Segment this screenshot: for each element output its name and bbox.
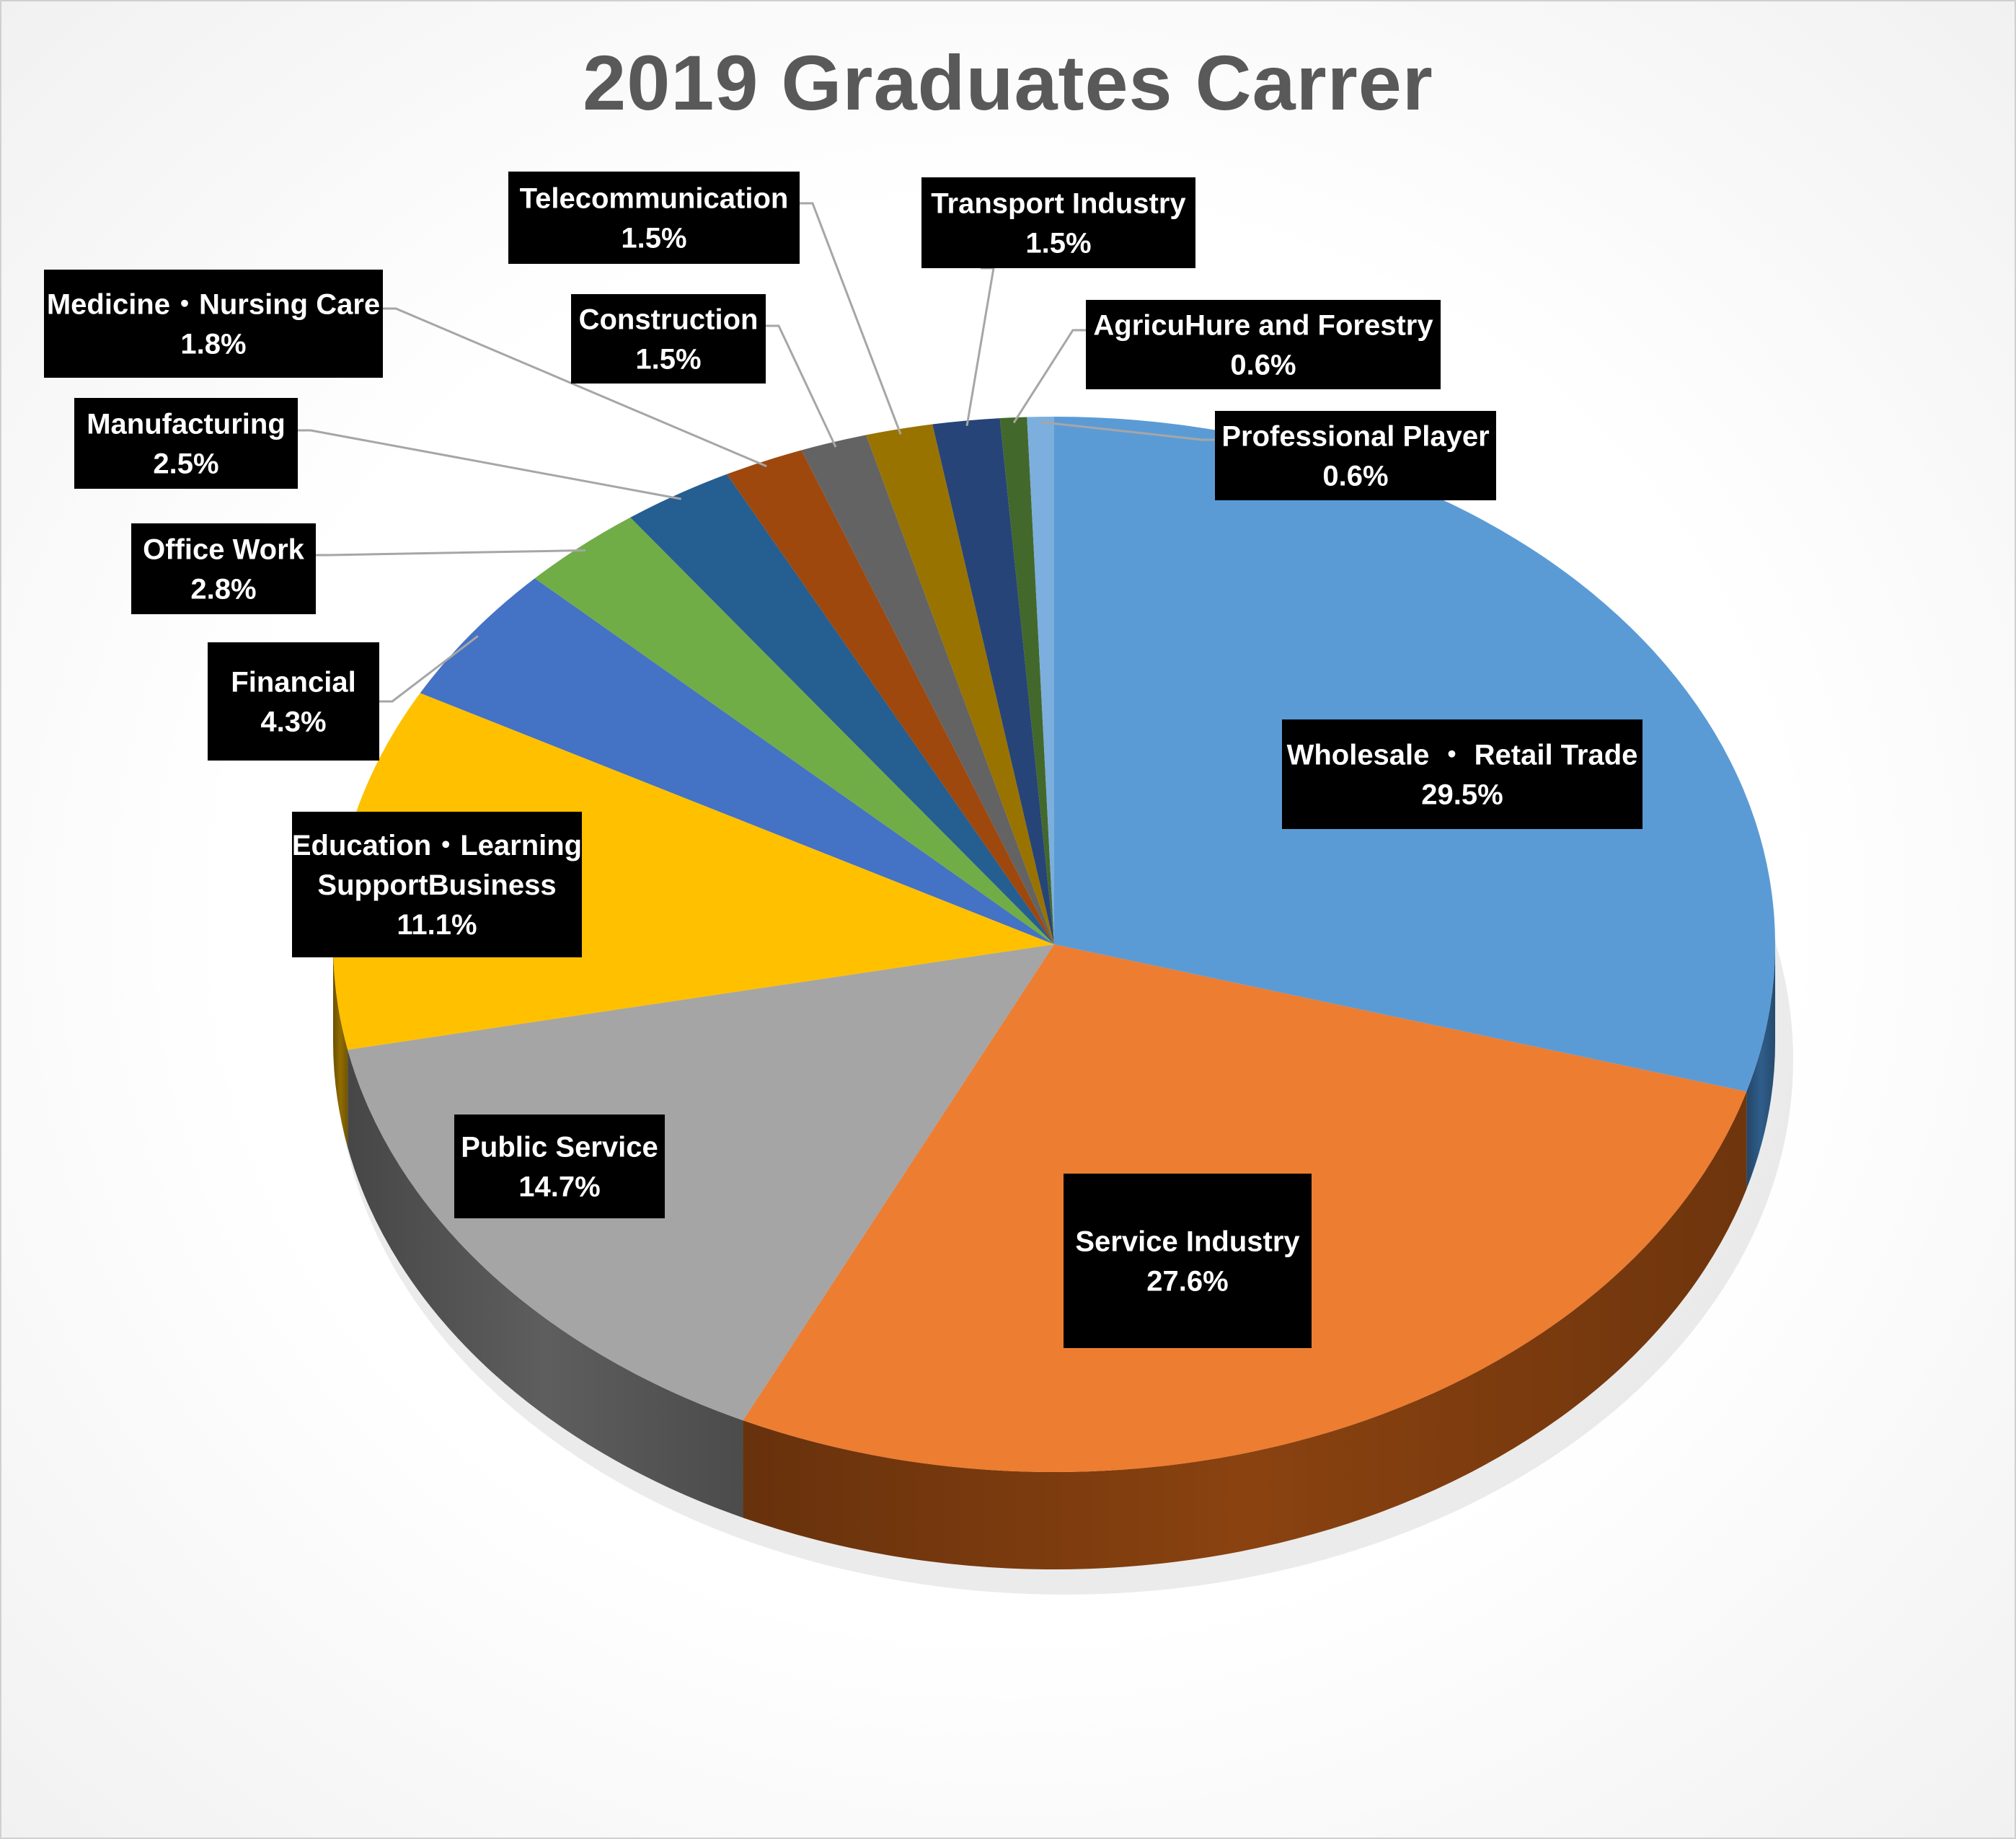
pie-slice-education-learning-supportbusiness — [333, 693, 1054, 1050]
data-label-professional-player: Professional Player 0.6% — [1215, 411, 1496, 500]
data-label-name: Office Work — [143, 533, 305, 565]
chart-title: 2019 Graduates Carrer — [583, 39, 1433, 126]
data-label-name: SupportBusiness — [317, 869, 556, 901]
data-label-name: Education・Learning — [292, 830, 582, 861]
data-label-box — [131, 523, 316, 614]
data-label-box — [1086, 300, 1441, 389]
data-label-box — [508, 172, 800, 264]
data-label-public-service: Public Service 14.7% — [454, 1115, 665, 1218]
pie-side-shade-service-industry — [743, 1091, 1747, 1569]
data-label-name: Professional Player — [1221, 420, 1489, 452]
data-label-name: Construction — [579, 303, 759, 335]
leader-line-manufacturing — [298, 429, 681, 500]
data-label-value: 29.5% — [1421, 779, 1503, 811]
data-label-name: Service Industry — [1075, 1226, 1300, 1257]
pie-slice-transport-industry — [932, 418, 1054, 944]
data-label-name: Transport Industry — [931, 187, 1186, 219]
pie-slice-manufacturing — [630, 474, 1054, 944]
data-label-value: 1.8% — [180, 329, 246, 360]
data-label-box — [44, 270, 383, 378]
data-label-name: Manufacturing — [87, 408, 286, 440]
leader-line-transport-industry — [965, 267, 995, 427]
leader-line-office-work — [316, 549, 586, 557]
pie-slice-office-work — [534, 517, 1054, 944]
leader-lines — [298, 202, 1215, 703]
data-label-name: Medicine・Nursing Care — [47, 288, 380, 320]
data-label-box — [1215, 411, 1496, 500]
data-label-name: Telecommunication — [520, 182, 789, 214]
leader-line-financial — [379, 635, 479, 703]
pie-slice-agricuhure-and-forestry — [999, 417, 1054, 944]
data-label-value: 27.6% — [1146, 1266, 1228, 1298]
data-label-box — [1282, 719, 1643, 829]
pie-slice-medicine-nursing-care — [727, 450, 1054, 944]
data-label-value: 1.5% — [621, 223, 686, 254]
data-label-name: Public Service — [461, 1131, 658, 1163]
data-label-box — [74, 398, 298, 489]
pie-side-shade-wholesale-retail-trade — [1746, 944, 1775, 1189]
data-label-box — [571, 294, 766, 384]
data-label-name: AgricuHure and Forestry — [1093, 309, 1433, 341]
data-label-box — [292, 812, 582, 957]
data-label-construction: Construction 1.5% — [571, 294, 766, 384]
data-label-transport-industry: Transport Industry 1.5% — [921, 177, 1195, 268]
data-label-value: 0.6% — [1230, 350, 1296, 381]
data-label-box — [921, 177, 1195, 268]
pie-side-shade-education-learning-supportbusiness — [333, 944, 348, 1148]
data-label-service-industry: Service Industry 27.6% — [1064, 1174, 1312, 1348]
data-label-value: 4.3% — [260, 706, 326, 738]
pie-slice-public-service — [348, 944, 1054, 1421]
data-label-education-learning-supportbusiness: Education・Learning SupportBusiness 11.1% — [292, 812, 582, 957]
data-label-medicine-nursing-care: Medicine・Nursing Care 1.8% — [44, 270, 383, 378]
data-label-box — [208, 642, 379, 761]
data-label-value: 2.5% — [153, 448, 218, 480]
leader-line-medicine-nursing-care — [383, 307, 767, 468]
data-labels: Wholesale ・ Retail Trade 29.5% Service Ind… — [44, 172, 1643, 1348]
data-label-value: 2.8% — [190, 574, 256, 606]
leader-line-telecommunication — [800, 202, 902, 435]
data-label-manufacturing: Manufacturing 2.5% — [74, 398, 298, 489]
data-label-value: 11.1% — [397, 909, 477, 941]
pie-slice-telecommunication — [866, 424, 1054, 944]
pie-side-shade-public-service — [348, 1050, 743, 1518]
pie-slice-construction — [801, 435, 1054, 944]
data-label-value: 1.5% — [1025, 228, 1091, 260]
data-label-value: 0.6% — [1322, 461, 1388, 492]
data-label-name: Financial — [231, 666, 355, 698]
pie-sides — [333, 944, 1775, 1569]
leader-line-agricuhure-and-forestry — [1012, 329, 1086, 424]
leader-line-construction — [766, 324, 837, 448]
data-label-office-work: Office Work 2.8% — [131, 523, 316, 614]
data-label-agricuhure-and-forestry: AgricuHure and Forestry 0.6% — [1086, 300, 1441, 389]
pie-slice-financial — [420, 578, 1054, 944]
data-label-value: 1.5% — [635, 344, 701, 376]
data-label-financial: Financial 4.3% — [208, 642, 379, 761]
data-label-value: 14.7% — [518, 1171, 600, 1203]
data-label-box — [454, 1115, 665, 1218]
leader-line-professional-player — [1040, 420, 1215, 441]
data-label-name: Wholesale ・ Retail Trade — [1287, 739, 1638, 771]
pie-slice-professional-player — [1027, 417, 1054, 944]
data-label-wholesale-retail-trade: Wholesale ・ Retail Trade 29.5% — [1282, 719, 1643, 829]
data-label-box — [1064, 1174, 1312, 1348]
data-label-telecommunication: Telecommunication 1.5% — [508, 172, 800, 264]
